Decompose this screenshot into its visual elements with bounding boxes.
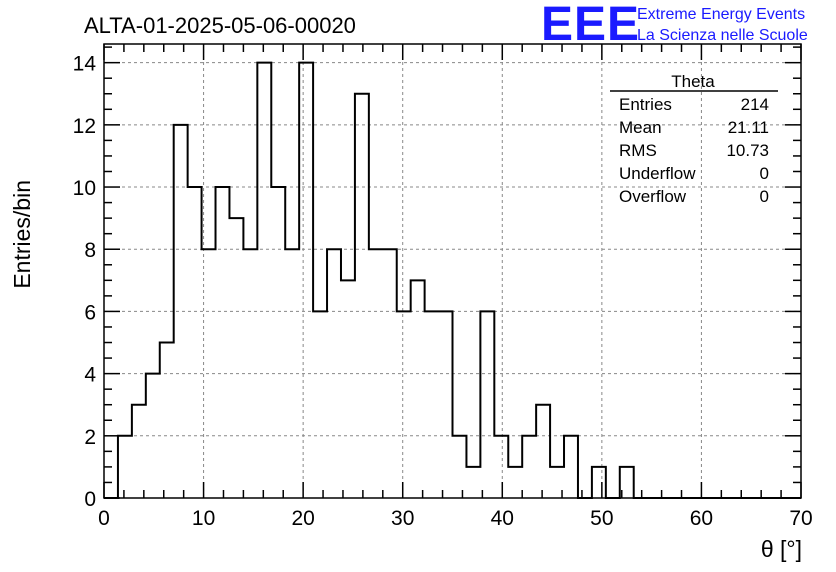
y-tick-label: 6 <box>84 301 96 324</box>
histogram-outline <box>104 61 801 499</box>
brand-line-1: Extreme Energy Events <box>637 6 805 23</box>
histogram-bin <box>508 467 522 498</box>
stats-title: Theta <box>671 72 715 91</box>
x-tick-labels: 0 10 20 30 40 50 60 70 <box>98 507 813 530</box>
stats-value: 0 <box>760 187 769 206</box>
histogram-bin <box>132 405 146 498</box>
stats-value: 214 <box>741 95 769 114</box>
x-tick-label: 0 <box>98 507 110 530</box>
histogram-bin <box>355 94 369 498</box>
y-tick-label: 12 <box>73 115 96 138</box>
histogram-bin <box>466 467 480 498</box>
eee-logo: EEE <box>541 0 640 51</box>
stats-rows: Entries 214 Mean 21.11 RMS 10.73 Underflow 0 Ove… <box>619 95 769 206</box>
y-axis-label: Entries/bin <box>9 180 35 289</box>
histogram-bins <box>118 63 634 498</box>
histogram-bin <box>564 436 578 498</box>
x-tick-label: 40 <box>491 507 514 530</box>
histogram-bin <box>118 436 132 498</box>
plot-frame <box>103 43 802 499</box>
y-tick-label: 2 <box>84 426 96 449</box>
histogram-bin <box>592 467 606 498</box>
x-tick-label: 30 <box>391 507 414 530</box>
histogram-bin <box>229 218 243 498</box>
histogram-bin <box>174 125 188 498</box>
stats-value: 0 <box>760 164 769 183</box>
stats-label: Overflow <box>619 187 687 206</box>
x-tick-label: 10 <box>192 507 215 530</box>
histogram-bin <box>299 63 313 498</box>
histogram-bin <box>271 187 285 498</box>
histogram-bin <box>480 311 494 498</box>
x-tick-label: 70 <box>789 507 812 530</box>
y-tick-labels: 0 2 4 6 8 10 12 14 <box>73 53 97 511</box>
stats-label: Underflow <box>619 164 696 183</box>
chart-title: ALTA-01-2025-05-06-00020 <box>84 13 356 38</box>
histogram-bin <box>425 311 439 498</box>
brand-line-2: La Scienza nelle Scuole <box>637 27 808 44</box>
histogram-bin <box>216 187 230 498</box>
histogram-bin <box>536 405 550 498</box>
y-tick-label: 8 <box>84 239 96 262</box>
y-tick-label: 0 <box>84 488 96 511</box>
stats-value: 21.11 <box>728 118 769 137</box>
histogram-bin <box>341 280 355 498</box>
y-tick-label: 4 <box>84 364 96 387</box>
histogram-bin <box>494 436 508 498</box>
stats-box: Theta Entries 214 Mean 21.11 RMS 10.73 Underfl… <box>610 72 778 206</box>
stats-label: Mean <box>619 118 662 137</box>
histogram-bin <box>313 311 327 498</box>
histogram-bin <box>397 311 411 498</box>
histogram-bin <box>522 436 536 498</box>
histogram-bin <box>453 436 467 498</box>
logo-text: EEE <box>541 0 640 51</box>
histogram-bin <box>257 63 271 498</box>
x-tick-label: 20 <box>291 507 314 530</box>
y-tick-label: 10 <box>73 177 96 200</box>
y-tick-label: 14 <box>73 53 97 76</box>
stats-label: Entries <box>619 95 672 114</box>
histogram-bin <box>160 343 174 498</box>
x-axis-label: θ [°] <box>761 536 802 562</box>
stats-label: RMS <box>619 141 657 160</box>
stats-value: 10.73 <box>726 141 769 160</box>
x-tick-label: 50 <box>590 507 613 530</box>
histogram-bin <box>411 280 425 498</box>
histogram-bin <box>439 311 453 498</box>
histogram-bin <box>188 187 202 498</box>
x-tick-label: 60 <box>690 507 713 530</box>
